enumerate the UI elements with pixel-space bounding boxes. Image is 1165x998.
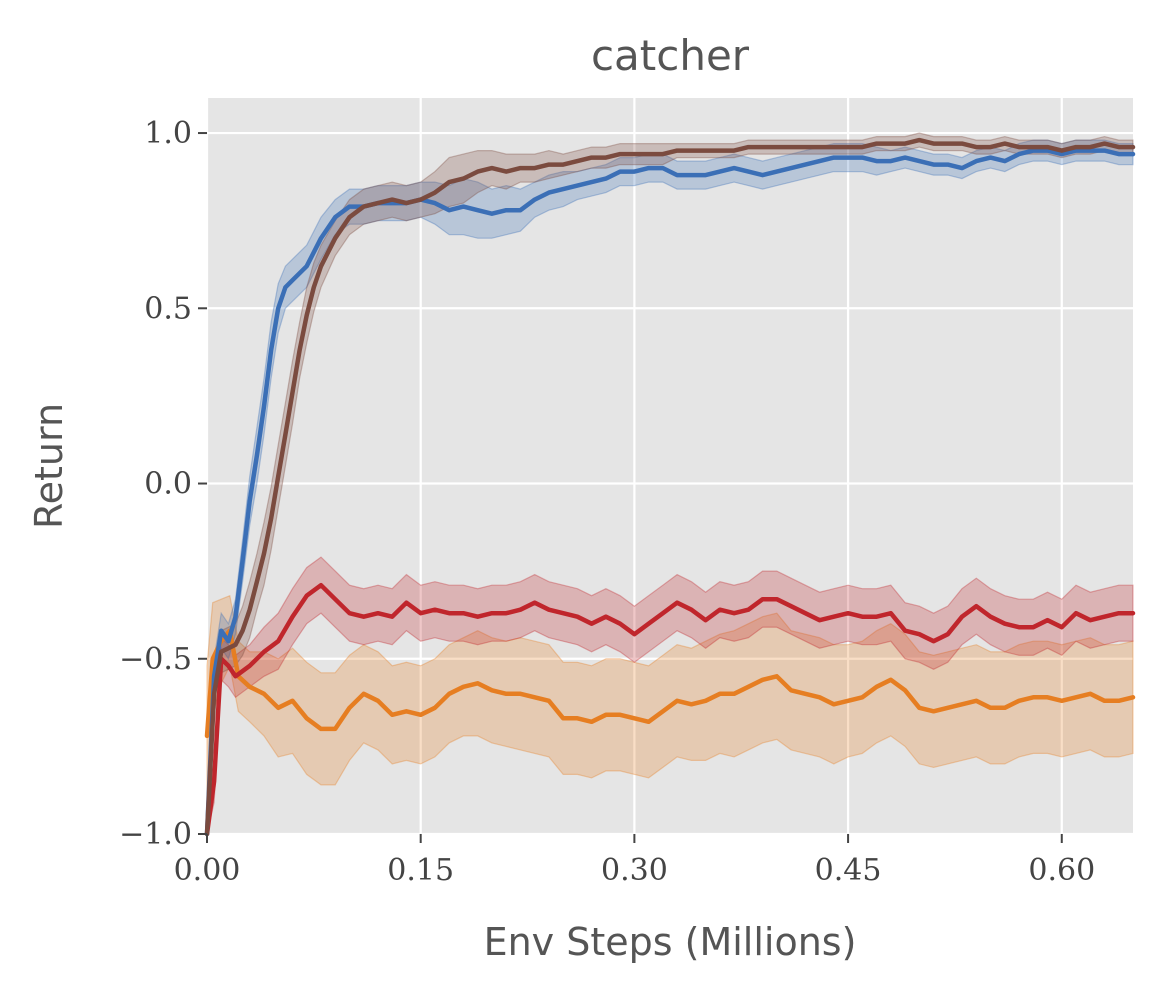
y-tick-label: 0.0 [144,467,192,502]
series-1-band [206,594,1134,807]
grid-lines [205,98,1133,836]
y-tick-label: −1.0 [119,817,192,852]
x-tick-label: 0.45 [815,853,882,888]
series-4-line [204,137,1136,837]
y-axis-label: Return [27,403,71,529]
chart-title: catcher [591,31,750,80]
x-axis-ticks: 0.00 0.15 0.30 0.45 0.60 [174,834,1095,888]
series-3-line [204,148,1136,837]
y-tick-label: 0.5 [144,291,192,326]
y-axis-ticks: −1.0 −0.5 0.0 0.5 1.0 [119,116,207,852]
plot-background [207,98,1133,834]
x-tick-label: 0.00 [174,853,241,888]
x-tick-label: 0.15 [387,853,454,888]
x-tick-label: 0.30 [601,853,668,888]
y-tick-label: −0.5 [119,642,192,677]
x-tick-label: 0.60 [1028,853,1095,888]
series-2-line [204,582,1136,837]
series-1-line [204,628,1136,739]
series-lines [204,137,1136,837]
y-tick-label: 1.0 [144,116,192,151]
x-axis-label: Env Steps (Millions) [484,920,857,964]
